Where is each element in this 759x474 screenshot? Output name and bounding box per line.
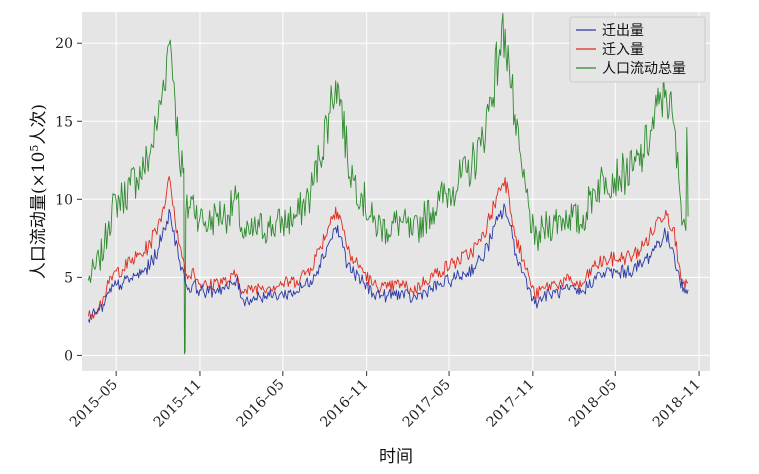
y-tick-label: 5 [64,270,73,286]
x-tick-label: 2018–05 [566,377,620,431]
y-tick-label: 0 [64,348,73,364]
legend-box [569,16,706,83]
x-tick-label: 2015–05 [67,377,121,431]
legend-label: 人口流动总量 [602,61,686,77]
x-tick-label: 2017–05 [400,377,454,431]
y-axis-title-superscript: 5 [28,145,41,152]
y-axis-title-main: 人口流动量(×10 [29,152,49,280]
y-axis-title-tail: 人次) [29,104,49,145]
x-tick-label: 2016–11 [317,377,371,431]
x-tick-label: 2017–11 [484,377,538,431]
legend-label: 迁出量 [602,23,644,39]
x-tick-label: 2016–05 [234,377,288,431]
y-axis-title: 人口流动量(×105人次) [28,104,49,279]
y-tick-label: 10 [55,192,73,208]
series-line-1 [87,176,689,320]
y-tick-label: 15 [55,114,73,130]
x-tick-label: 2015–11 [151,377,205,431]
legend-label: 迁入量 [602,42,644,58]
series-line-0 [87,203,689,323]
series-lines [87,12,689,355]
x-tick-label: 2018–11 [650,377,704,431]
y-axis: 0 5 10 15 20 [55,36,82,364]
x-axis-title: 时间 [379,447,413,467]
series-line-2 [87,12,689,355]
x-axis: 2015–05 2015–11 2016–05 2016–11 2017–05 2017–… [67,371,704,431]
y-tick-label: 20 [55,36,73,52]
